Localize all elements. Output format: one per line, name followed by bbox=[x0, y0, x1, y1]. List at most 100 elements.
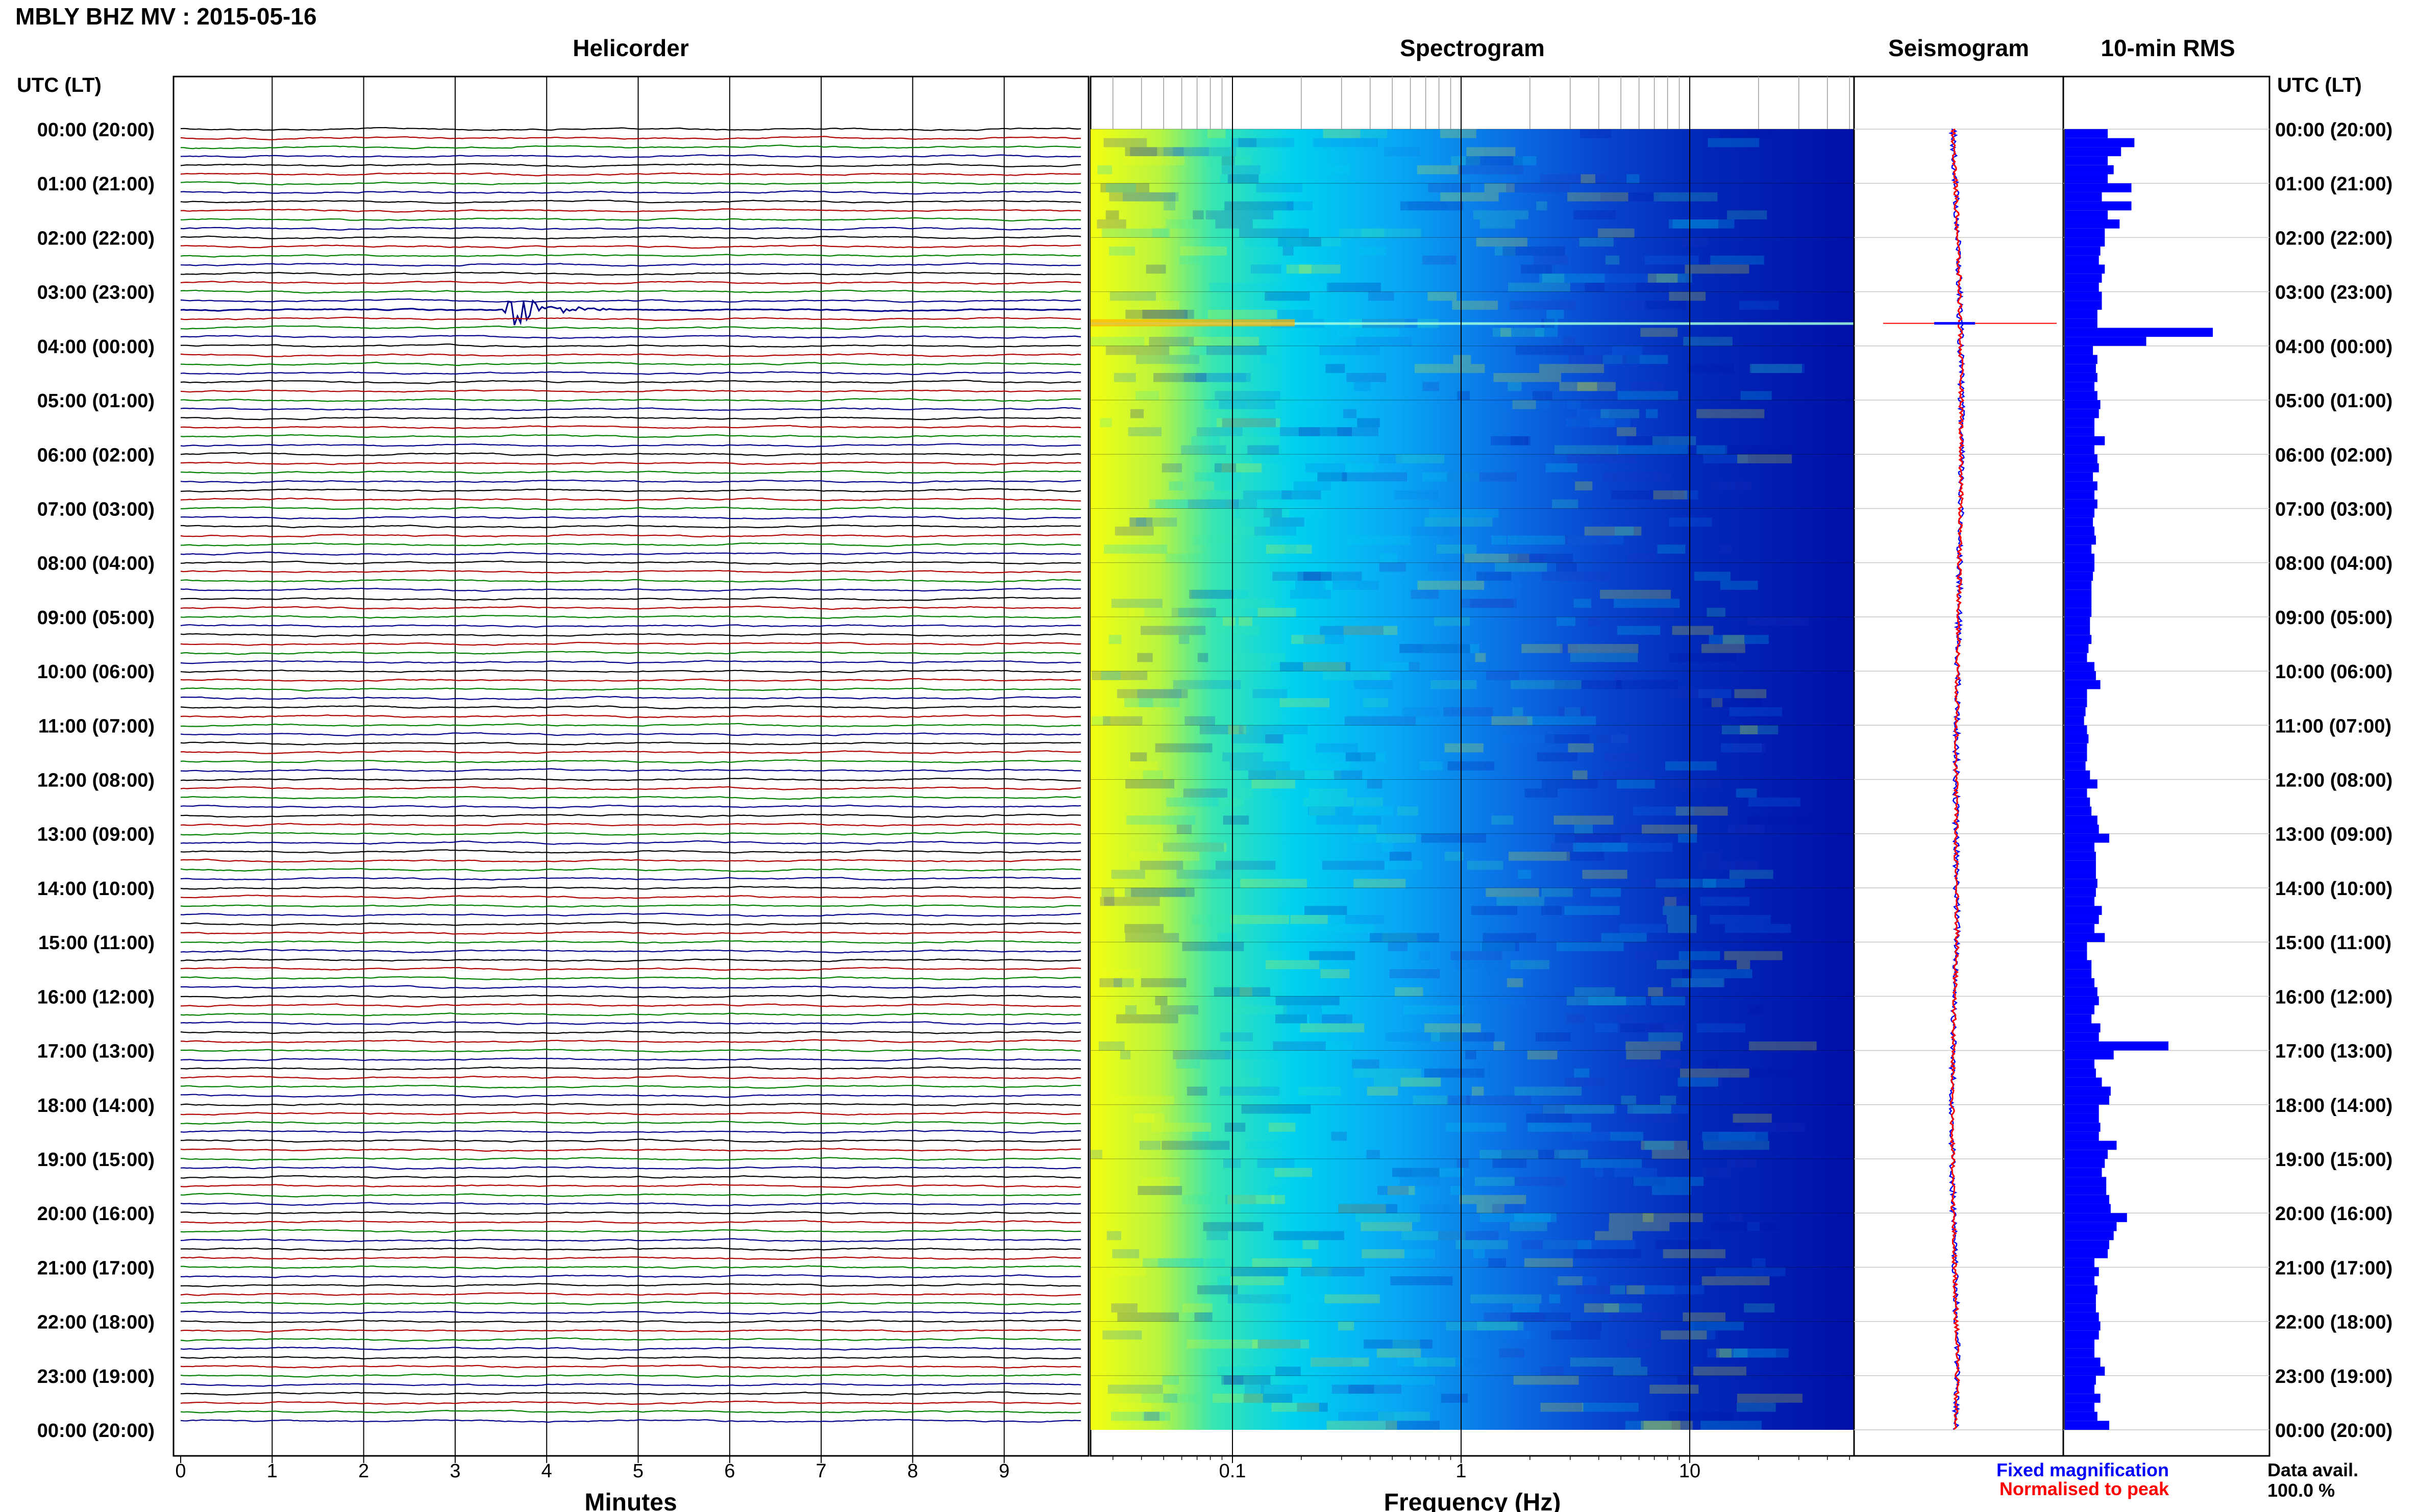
spectrogram-texture bbox=[1367, 1086, 1398, 1096]
spectrogram-texture bbox=[1098, 1041, 1125, 1051]
spectrogram-texture bbox=[1683, 337, 1733, 346]
rms-bar bbox=[2065, 1068, 2096, 1078]
rms-bar bbox=[2065, 797, 2090, 807]
spectrogram-texture bbox=[1594, 1023, 1620, 1033]
spectrogram-texture bbox=[1248, 770, 1305, 780]
helicorder-x-tick-label: 0 bbox=[175, 1460, 186, 1482]
rms-bar bbox=[2065, 879, 2097, 888]
spectrogram-texture bbox=[1479, 1213, 1551, 1222]
helicorder-trace bbox=[180, 885, 1081, 890]
time-tick-label: 21:00 (17:00) bbox=[2275, 1257, 2392, 1279]
helicorder-x-tick-label: 2 bbox=[358, 1460, 369, 1482]
rms-bar bbox=[2065, 192, 2102, 202]
rms-bar bbox=[2065, 743, 2087, 753]
spectrogram-texture bbox=[1125, 933, 1179, 943]
helicorder-trace bbox=[180, 633, 1081, 637]
spectrogram-texture bbox=[1291, 635, 1325, 644]
spectrogram-texture bbox=[1702, 1168, 1732, 1177]
time-tick-label: 20:00 (16:00) bbox=[2275, 1203, 2392, 1225]
spectrogram-texture bbox=[1331, 1131, 1347, 1141]
spectrogram-texture bbox=[1726, 1158, 1757, 1168]
spectrogram-texture bbox=[1502, 246, 1565, 256]
rms-bar bbox=[2065, 1402, 2094, 1412]
rms-bar bbox=[2065, 129, 2108, 138]
spectrogram-texture bbox=[1215, 219, 1253, 229]
helicorder-trace bbox=[180, 876, 1081, 881]
spectrogram-texture bbox=[1285, 544, 1297, 554]
spectrogram-texture bbox=[1626, 1285, 1645, 1295]
spectrogram-texture bbox=[1542, 779, 1598, 789]
helicorder-trace bbox=[180, 831, 1081, 836]
spectrogram-texture bbox=[1710, 481, 1751, 491]
spectrogram-texture bbox=[1551, 1330, 1600, 1340]
spectrogram-texture bbox=[1271, 1402, 1319, 1412]
helicorder-trace bbox=[180, 1374, 1081, 1378]
time-ticks-left: 00:00 (20:00) 01:00 (21:00) 02:00 (22:00) 0… bbox=[37, 119, 155, 1442]
spectrogram-texture bbox=[1266, 960, 1320, 970]
spectrogram-texture bbox=[1576, 409, 1609, 418]
rms-bar bbox=[2065, 1367, 2105, 1376]
spectrogram-texture bbox=[1512, 400, 1536, 409]
spectrogram-texture bbox=[1474, 1177, 1515, 1186]
spectrogram-texture bbox=[1193, 210, 1204, 220]
spectrogram-texture bbox=[1470, 599, 1514, 608]
spectrogram-texture bbox=[1194, 1312, 1213, 1322]
helicorder-trace bbox=[180, 741, 1081, 746]
spectrogram-texture bbox=[1304, 924, 1374, 933]
spectrogram-texture bbox=[1545, 463, 1577, 473]
spectrogram-texture bbox=[1395, 987, 1423, 997]
spectrogram-texture bbox=[1514, 1086, 1582, 1096]
spectrogram-texture bbox=[1278, 237, 1321, 247]
spectrogram-texture bbox=[1679, 951, 1720, 960]
spectrogram-texture bbox=[1729, 870, 1773, 879]
spectrogram-texture bbox=[1696, 409, 1765, 418]
rms-bar bbox=[2065, 581, 2092, 590]
spectrogram-texture bbox=[1524, 1258, 1573, 1268]
spectrogram-texture bbox=[1363, 698, 1389, 707]
spectrogram-texture bbox=[1645, 1023, 1684, 1033]
spectrogram-heatmap bbox=[1091, 129, 1854, 1430]
spectrogram-texture bbox=[1494, 246, 1516, 256]
helicorder-trace bbox=[180, 1094, 1081, 1098]
spectrogram-texture bbox=[1581, 174, 1595, 184]
spectrogram-texture bbox=[1124, 698, 1180, 707]
rms-bar bbox=[2065, 671, 2096, 680]
spectrogram-texture bbox=[1091, 337, 1144, 346]
rms-bar bbox=[2065, 508, 2094, 518]
spectrogram-texture bbox=[1299, 562, 1327, 572]
helicorder-trace bbox=[180, 163, 1081, 168]
spectrogram-texture bbox=[1220, 174, 1289, 184]
rms-bar bbox=[2065, 662, 2094, 672]
spectrogram-texture bbox=[1242, 725, 1253, 734]
spectrogram-texture bbox=[1238, 508, 1290, 518]
spectrogram-texture bbox=[1419, 951, 1430, 960]
rms-bar bbox=[2065, 1177, 2107, 1186]
spectrogram-texture bbox=[1677, 1077, 1718, 1087]
helicorder-trace bbox=[181, 976, 1081, 981]
helicorder-trace bbox=[180, 1030, 1081, 1034]
helicorder-trace bbox=[180, 1021, 1081, 1025]
spectrogram-texture bbox=[1698, 689, 1732, 699]
spectrogram-texture bbox=[1549, 1294, 1561, 1304]
spectrogram-texture bbox=[1370, 933, 1439, 943]
spectrogram-texture bbox=[1227, 1294, 1291, 1304]
rms-bar bbox=[2065, 1032, 2099, 1042]
helicorder-trace bbox=[180, 235, 1081, 240]
rms-bar bbox=[2065, 1231, 2114, 1241]
spectrogram-texture bbox=[1101, 887, 1115, 897]
spectrogram-texture bbox=[1402, 707, 1440, 716]
spectrogram-texture bbox=[1527, 1123, 1591, 1132]
spectrogram-texture bbox=[1239, 228, 1309, 238]
spectrogram-texture bbox=[1715, 1267, 1786, 1277]
figure-title: MBLY BHZ MV : 2015-05-16 bbox=[15, 3, 317, 30]
spectrogram-texture bbox=[1111, 1303, 1138, 1312]
spectrogram-texture bbox=[1225, 1005, 1287, 1014]
spectrogram-texture bbox=[1337, 427, 1378, 436]
spectrogram-texture bbox=[1279, 698, 1330, 707]
helicorder-trace bbox=[180, 931, 1081, 935]
spectrogram-texture bbox=[1136, 517, 1147, 527]
spectrogram-texture bbox=[1719, 1348, 1748, 1358]
spectrogram-texture bbox=[1362, 1249, 1405, 1258]
spectrogram-texture bbox=[1100, 969, 1140, 978]
helicorder-trace bbox=[180, 1283, 1081, 1287]
